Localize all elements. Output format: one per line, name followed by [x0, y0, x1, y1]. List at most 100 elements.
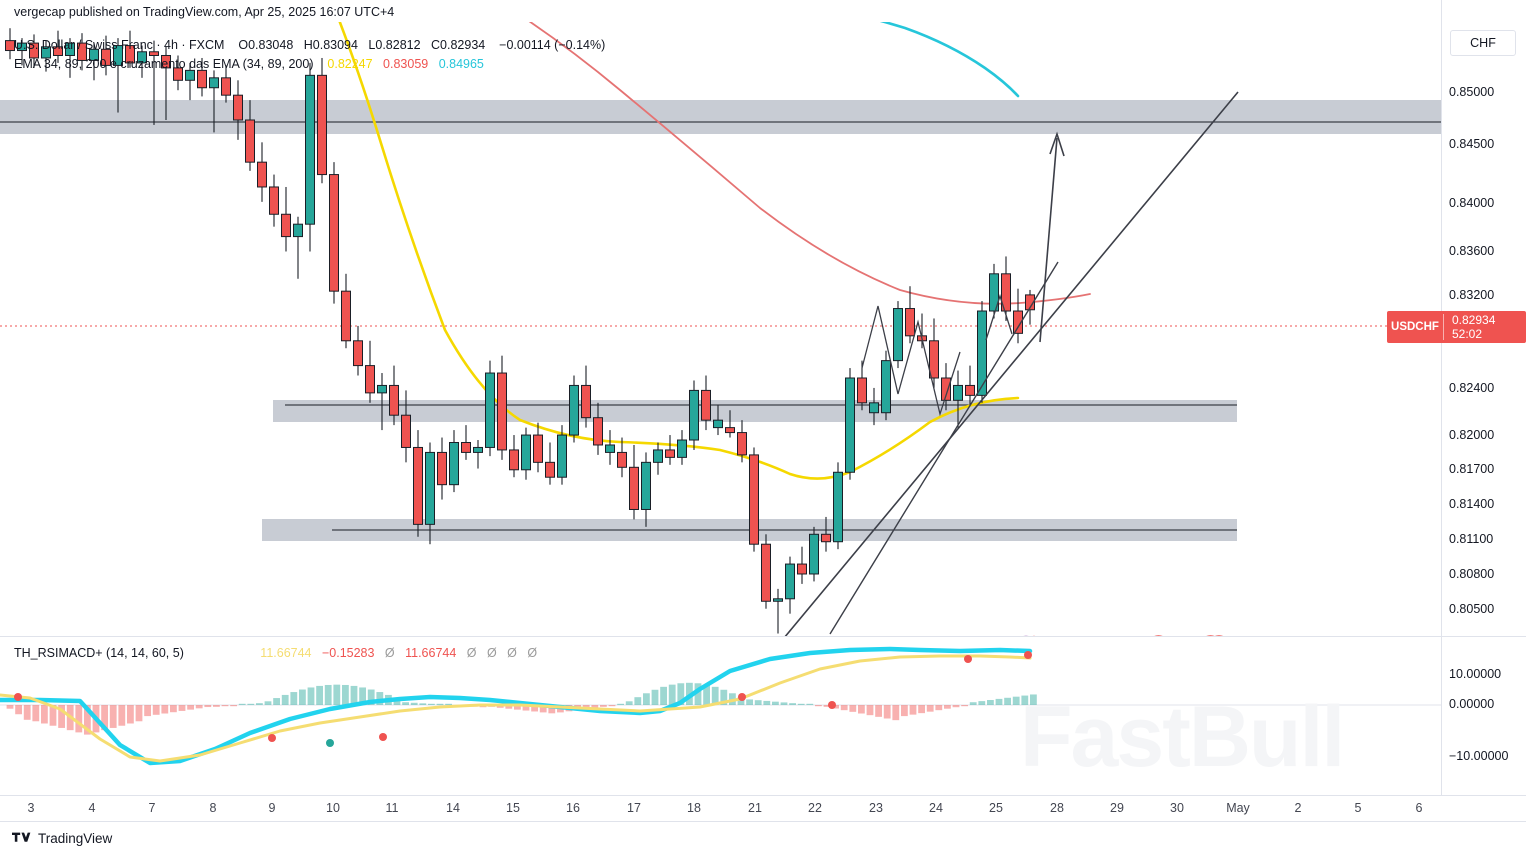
candle-body: [162, 55, 171, 67]
candle-body: [414, 447, 423, 524]
indicator-histogram-bar: [110, 705, 117, 728]
indicator-signal-dots: [14, 651, 1032, 747]
indicator-histogram-bar: [136, 705, 143, 721]
indicator-histogram-bar: [437, 704, 444, 705]
price-tick: 0.80500: [1449, 602, 1494, 616]
tradingview-logo[interactable]: TradingView: [12, 831, 112, 846]
candle-body: [678, 440, 687, 457]
currency-badge[interactable]: CHF: [1450, 30, 1516, 56]
candle-body: [306, 75, 315, 224]
publish-bar: vergecap published on TradingView.com, A…: [0, 0, 1526, 22]
indicator-histogram-bar: [265, 701, 272, 705]
price-badge-symbol: USDCHF: [1387, 321, 1443, 333]
price-tick: 0.83600: [1449, 244, 1494, 258]
indicator-histogram-bar: [669, 685, 676, 705]
indicator-signal-dot: [964, 655, 972, 663]
candle-body: [402, 415, 411, 447]
candle-body: [606, 445, 615, 452]
current-price-badge[interactable]: USDCHF 0.82934 52:02: [1387, 311, 1526, 343]
candle-body: [618, 452, 627, 467]
candle-body: [30, 43, 39, 58]
candle-body: [702, 390, 711, 420]
candle-body: [282, 214, 291, 236]
candle-body: [66, 43, 75, 55]
indicator-histogram-bar: [892, 705, 899, 720]
candle-body: [90, 49, 99, 60]
time-tick: 23: [869, 801, 883, 815]
candle-body: [18, 43, 27, 50]
price-scale-divider: [1442, 636, 1526, 637]
indicator-histogram-bar: [884, 705, 891, 719]
ema89-line: [500, 22, 1090, 304]
time-tick: 16: [566, 801, 580, 815]
indicator-histogram-bar: [867, 705, 874, 715]
candle-body: [198, 70, 207, 87]
indicator-signal-dot: [738, 693, 746, 701]
drawing-group: [784, 92, 1238, 636]
indicator-value-8: Ø: [527, 646, 537, 660]
indicator-histogram-bar: [299, 690, 306, 705]
indicator-histogram-bar: [179, 705, 186, 711]
indicator-histogram-bar: [918, 705, 925, 713]
indicator-histogram-bar: [875, 705, 882, 717]
candle-body: [486, 373, 495, 447]
projection-arrow-shaft: [1040, 138, 1057, 342]
candle-body: [258, 162, 267, 187]
indicator-histogram-bar: [7, 705, 14, 709]
indicator-signal-dot: [14, 693, 22, 701]
indicator-histogram-bar: [996, 699, 1003, 705]
indicator-histogram-bar: [772, 702, 779, 705]
indicator-value-2: −0.15283: [322, 646, 374, 660]
indicator-histogram-bar: [308, 687, 315, 705]
time-tick: 29: [1110, 801, 1124, 815]
economic-event-us-flag-double-icon[interactable]: [1198, 634, 1232, 636]
indicator-histogram-bar: [445, 704, 452, 705]
economic-event-lightning-icon[interactable]: [1014, 634, 1039, 636]
supply-zone-top: [0, 100, 1441, 134]
time-tick: 3: [28, 801, 35, 815]
candle-body: [474, 447, 483, 452]
candle-body: [102, 49, 111, 65]
candle-body: [642, 462, 651, 509]
candle-body: [186, 70, 195, 80]
candle-body: [438, 452, 447, 484]
candle-body: [534, 435, 543, 462]
indicator-histogram-bar: [411, 703, 418, 705]
indicator-histogram-bar: [428, 704, 435, 705]
indicator-histogram-bar: [32, 705, 39, 721]
time-tick: 28: [1050, 801, 1064, 815]
price-tick: 0.84500: [1449, 137, 1494, 151]
publish-credit-text: vergecap published on TradingView.com, A…: [14, 5, 394, 19]
time-tick: 25: [989, 801, 1003, 815]
indicator-signal-dot: [828, 701, 836, 709]
indicator-histogram-bar: [617, 704, 624, 705]
economic-event-us-flag-icon[interactable]: [1146, 634, 1171, 636]
bottom-bar: TradingView: [0, 821, 1526, 858]
indicator-histogram-bar: [961, 705, 968, 706]
indicator-histogram-bar: [660, 687, 667, 705]
candle-body: [330, 175, 339, 292]
indicator-tick: 0.00000: [1449, 697, 1494, 711]
fastbull-watermark: FastBull: [1020, 688, 1343, 787]
indicator-histogram-bar: [247, 704, 254, 705]
candle-body: [54, 47, 63, 56]
price-badge-price: 0.82934: [1452, 313, 1495, 327]
indicator-histogram-bar: [755, 700, 762, 705]
indicator-histogram-bar: [144, 705, 151, 716]
indicator-legend: TH_RSIMACD+ (14, 14, 60, 5) 11.66744 −0.…: [14, 646, 537, 660]
indicator-value-3: Ø: [385, 646, 395, 660]
candle-body: [630, 467, 639, 509]
indicator-histogram-bar: [849, 705, 856, 712]
price-tick: 0.81100: [1449, 532, 1493, 546]
indicator-value-6: Ø: [487, 646, 497, 660]
candle-body: [114, 46, 123, 66]
price-badge-values: 0.82934 52:02: [1444, 313, 1495, 341]
main-price-pane[interactable]: U.S. Dollar / Swiss Franc · 4h · FXCM O0…: [0, 22, 1441, 636]
candle-body: [846, 378, 855, 472]
indicator-histogram-bar: [634, 697, 641, 705]
price-tick: 0.81400: [1449, 497, 1494, 511]
indicator-histogram-bar: [256, 703, 263, 705]
